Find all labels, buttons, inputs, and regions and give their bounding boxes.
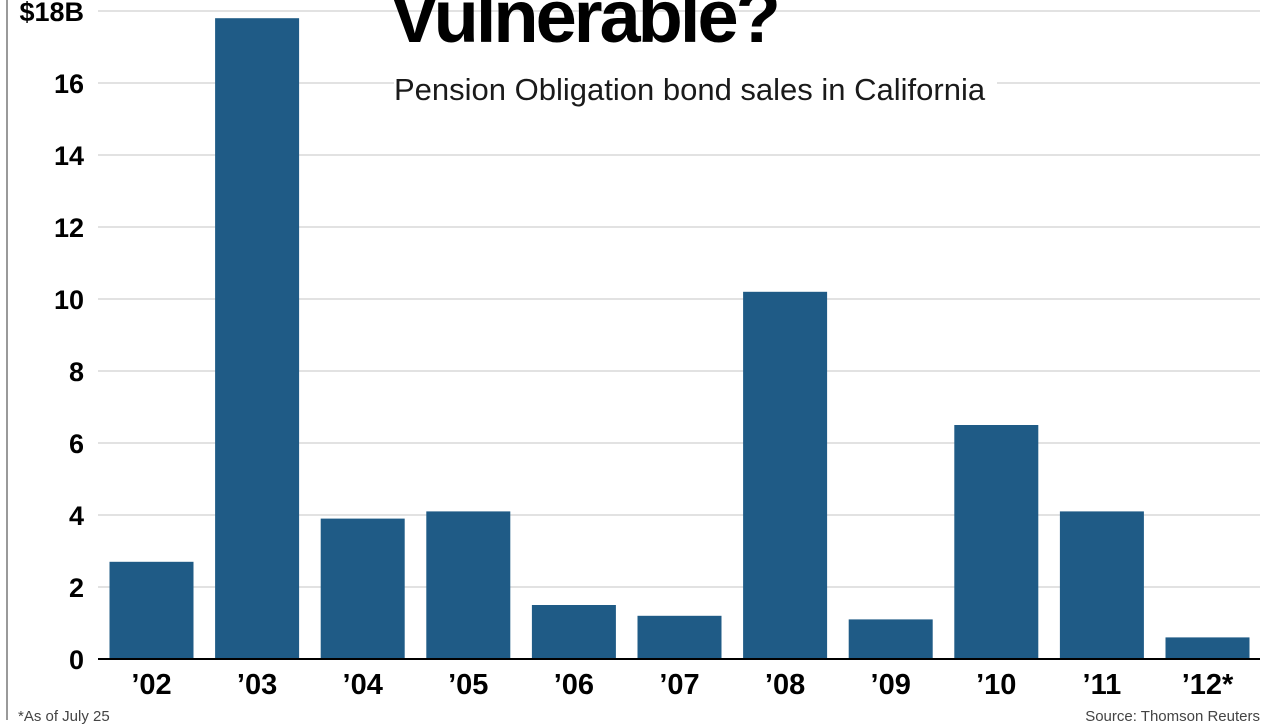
y-tick-label: 0 xyxy=(69,645,84,675)
y-tick-label: 2 xyxy=(69,573,84,603)
y-tick-label: 12 xyxy=(54,213,84,243)
bar xyxy=(320,518,405,659)
footnote: *As of July 25 xyxy=(18,708,110,725)
left-border xyxy=(6,0,8,720)
y-tick-label: 4 xyxy=(69,501,84,531)
bar xyxy=(637,615,722,659)
y-tick-label: $18B xyxy=(19,0,84,27)
bar xyxy=(1059,511,1144,659)
y-tick-label: 14 xyxy=(54,141,84,171)
source-note: Source: Thomson Reuters xyxy=(1085,708,1260,725)
y-tick-label: 8 xyxy=(69,357,84,387)
bar xyxy=(426,511,511,659)
bar xyxy=(743,291,828,659)
y-tick-label: 6 xyxy=(69,429,84,459)
y-tick-label: 10 xyxy=(54,285,84,315)
x-tick-label: ’11 xyxy=(1083,669,1122,701)
x-tick-label: ’09 xyxy=(871,669,911,701)
bar xyxy=(1165,637,1250,659)
chart-subtitle: Pension Obligation bond sales in Califor… xyxy=(394,74,998,105)
bar xyxy=(531,605,616,659)
x-tick-label: ’04 xyxy=(343,669,383,701)
x-tick-label: ’12* xyxy=(1182,669,1234,701)
bar xyxy=(954,425,1039,659)
x-tick-label: ’08 xyxy=(765,669,805,701)
x-tick-label: ’02 xyxy=(131,669,171,701)
x-tick-label: ’05 xyxy=(448,669,488,701)
bar xyxy=(109,561,194,659)
y-tick-label: 16 xyxy=(54,69,84,99)
x-tick-label: ’10 xyxy=(976,669,1016,701)
chart-title: Vulnerable? xyxy=(390,0,781,58)
x-tick-label: ’06 xyxy=(554,669,594,701)
x-tick-label: ’07 xyxy=(659,669,699,701)
x-tick-label: ’03 xyxy=(237,669,277,701)
bar xyxy=(215,18,300,659)
bar xyxy=(848,619,933,659)
